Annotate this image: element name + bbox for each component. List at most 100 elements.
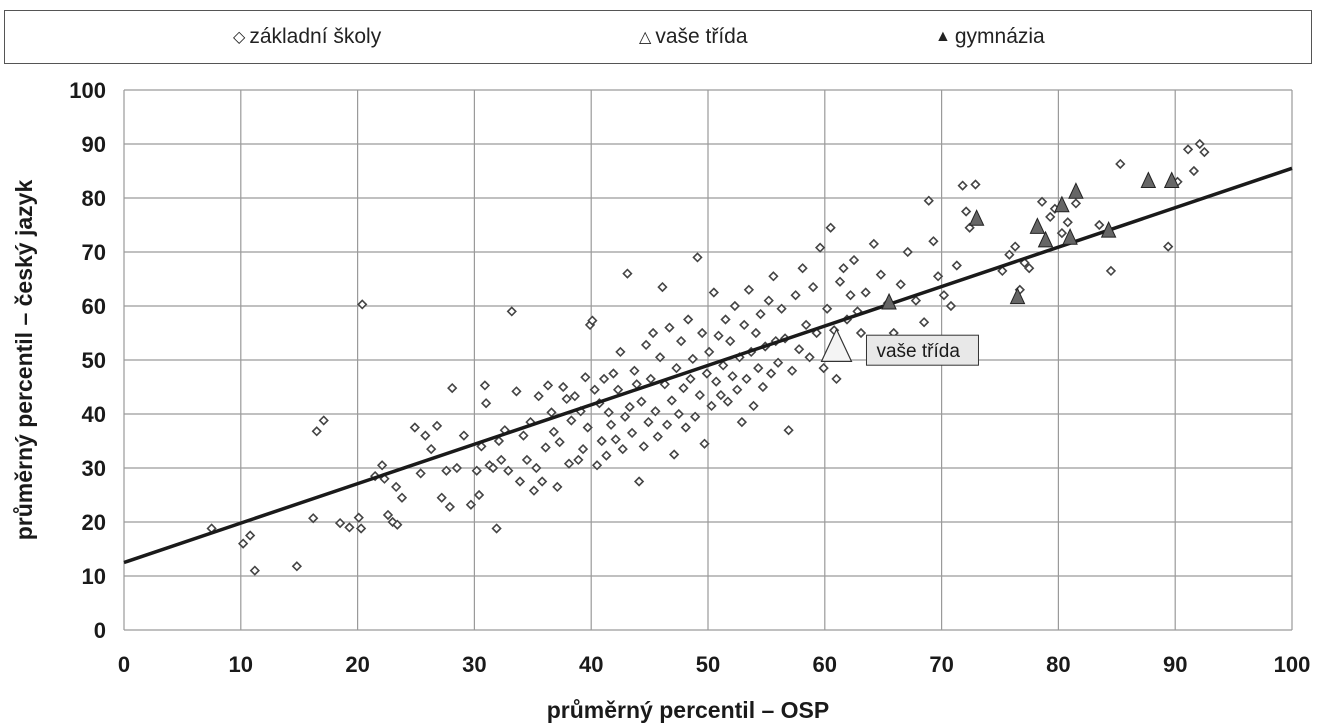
data-point-zakladni-skoly [694,389,705,401]
data-point-zakladni-skoly [591,460,603,471]
data-point-zakladni-skoly [473,489,485,501]
data-point-zakladni-skoly [673,408,684,420]
data-point-zakladni-skoly [763,295,774,306]
data-point-zakladni-skoly [458,430,470,441]
data-point-zakladni-skoly [687,353,698,365]
data-point-zakladni-skoly [431,420,443,432]
data-point-zakladni-skoly [1188,165,1200,177]
data-point-zakladni-skoly [1056,227,1068,239]
data-point-zakladni-skoly [701,368,712,379]
data-point-gymnazia [1054,195,1070,213]
data-point-zakladni-skoly [678,382,689,394]
data-point-zakladni-skoly [344,522,355,533]
data-point-zakladni-skoly [1070,198,1082,209]
data-point-zakladni-skoly [708,287,719,298]
data-point-vase-trida [820,327,853,362]
data-point-gymnazia [968,209,985,226]
data-point-zakladni-skoly [355,523,367,534]
data-point-zakladni-skoly [617,443,628,455]
data-point-gymnazia [1163,171,1180,188]
data-point-zakladni-skoly [636,396,647,407]
data-point-zakladni-skoly [732,384,743,395]
data-point-zakladni-skoly [503,465,514,476]
data-point-zakladni-skoly [1004,249,1015,260]
data-point-zakladni-skoly [554,436,565,448]
data-point-zakladni-skoly [938,290,950,301]
data-point-zakladni-skoly [569,391,580,402]
data-point-zakladni-skoly [923,195,934,206]
data-point-zakladni-skoly [741,373,752,385]
data-point-gymnazia [1029,217,1046,234]
data-point-zakladni-skoly [1024,263,1035,274]
data-point-zakladni-skoly [563,458,575,469]
data-point-zakladni-skoly [697,327,708,339]
data-point-zakladni-skoly [855,327,867,339]
data-point-zakladni-skoly [376,460,388,471]
data-point-zakladni-skoly [727,371,738,382]
data-point-zakladni-skoly [521,454,533,466]
triangle-outline-icon: △ [639,29,652,46]
data-point-zakladni-skoly [753,362,764,374]
data-point-zakladni-skoly [757,381,769,393]
y-tick-label: 90 [82,132,106,157]
data-point-zakladni-skoly [311,426,322,437]
data-point-zakladni-skoly [573,454,584,466]
data-point-zakladni-skoly [668,449,680,460]
data-point-zakladni-skoly [353,512,364,523]
data-point-gymnazia [881,292,897,310]
data-point-zakladni-skoly [786,365,798,376]
data-point-zakladni-skoly [451,462,463,474]
data-point-zakladni-skoly [848,254,860,266]
diamond-icon: ◇ [233,29,246,46]
data-point-zakladni-skoly [664,322,675,333]
y-tick-label: 10 [82,564,106,589]
data-point-zakladni-skoly [768,271,779,282]
data-point-zakladni-skoly [860,287,871,298]
data-point-zakladni-skoly [514,476,526,487]
data-point-zakladni-skoly [818,362,829,374]
data-point-zakladni-skoly [624,401,635,413]
data-point-zakladni-skoly [1094,219,1105,231]
data-point-zakladni-skoly [245,530,256,541]
data-point-zakladni-skoly [807,281,819,293]
x-tick-label: 30 [462,652,486,677]
data-point-zakladni-skoly [587,315,598,326]
data-point-zakladni-skoly [610,434,621,445]
data-point-zakladni-skoly [471,465,482,476]
data-point-zakladni-skoly [640,339,652,351]
data-point-zakladni-skoly [736,416,748,428]
data-point-zakladni-skoly [720,314,731,325]
data-point-zakladni-skoly [776,303,787,314]
data-point-zakladni-skoly [834,276,846,287]
data-point-zakladni-skoly [997,265,1008,277]
data-point-zakladni-skoly [838,263,849,274]
data-point-gymnazia [1009,287,1026,305]
data-point-zakladni-skoly [491,523,502,534]
data-point-zakladni-skoly [680,422,691,433]
data-point-zakladni-skoly [875,269,886,280]
tick-labels: 0 10 20 30 40 50 60 70 80 90 100 0 10 20 30 40 50 60 70 80 9… [69,78,1310,677]
data-point-gymnazia [1140,171,1157,188]
data-point-zakladni-skoly [601,450,612,461]
trend-line [123,166,1293,565]
data-point-zakladni-skoly [580,372,591,383]
data-point-zakladni-skoly [605,419,617,430]
data-point-zakladni-skoly [566,415,577,426]
data-point-zakladni-skoly [711,376,722,387]
x-tick-label: 90 [1163,652,1187,677]
data-point-zakladni-skoly [582,422,593,433]
data-point-zakladni-skoly [589,384,600,395]
data-point-zakladni-skoly [552,481,563,493]
data-point-zakladni-skoly [683,314,694,325]
data-point-zakladni-skoly [487,462,499,474]
data-point-zakladni-skoly [629,365,640,376]
data-point-zakladni-skoly [603,407,614,418]
data-point-zakladni-skoly [415,468,426,479]
data-point-zakladni-skoly [765,368,777,379]
data-point-zakladni-skoly [902,246,913,258]
data-point-zakladni-skoly [511,386,522,397]
x-tick-label: 0 [118,652,130,677]
data-point-zakladni-skoly [540,442,551,453]
data-point-zakladni-skoly [918,317,930,328]
data-point-zakladni-skoly [715,389,726,401]
